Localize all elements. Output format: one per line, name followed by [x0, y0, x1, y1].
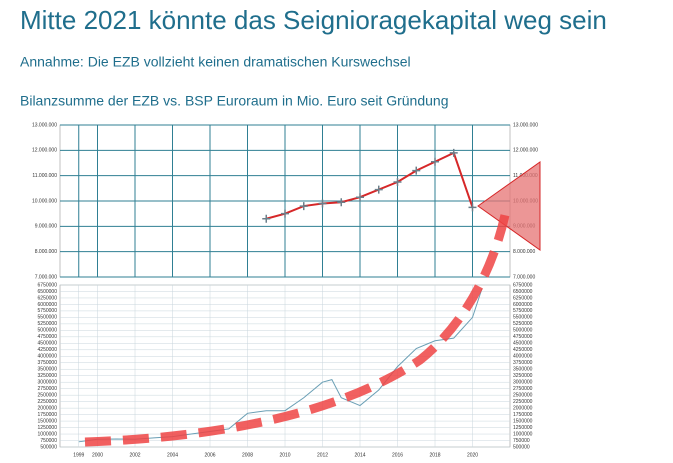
marker — [374, 185, 383, 194]
y2-tick-label: 500000 — [513, 444, 530, 450]
y-tick-label: 750000 — [40, 438, 57, 444]
y-tick-label: 4750000 — [38, 334, 58, 340]
y2-tick-label: 3500000 — [513, 367, 533, 373]
y2-tick-label: 6250000 — [513, 295, 533, 301]
y-tick-label: 10.000.000 — [32, 198, 57, 204]
marker — [468, 203, 477, 212]
y-tick-label: 12.000.000 — [32, 148, 57, 154]
y2-tick-label: 13.000.000 — [513, 122, 538, 128]
x-tick-label: 2010 — [279, 452, 290, 458]
y-tick-label: 9.000.000 — [35, 224, 57, 230]
marker — [299, 202, 308, 211]
slide-subtitle: Annahme: Die EZB vollzieht keinen dramat… — [20, 54, 411, 70]
x-tick-label: 2020 — [467, 452, 478, 458]
projection-cone — [477, 161, 541, 251]
y2-tick-label: 4250000 — [513, 347, 533, 353]
y2-tick-label: 750000 — [513, 438, 530, 444]
x-tick-label: 2006 — [204, 452, 215, 458]
marker — [337, 198, 346, 207]
y2-tick-label: 5250000 — [513, 321, 533, 327]
y2-tick-label: 2500000 — [513, 392, 533, 398]
x-tick-label: 2004 — [167, 452, 178, 458]
marker — [281, 209, 289, 218]
plot: 7.000.000 7.000.000 8.000.000 8.000.000 9.00… — [32, 122, 538, 458]
y2-tick-label: 6500000 — [513, 289, 533, 295]
y-tick-label: 1000000 — [38, 431, 58, 437]
y-tick-label: 7.000.000 — [35, 274, 57, 280]
y-tick-label: 8.000.000 — [35, 249, 57, 255]
y-tick-label: 11.000.000 — [32, 173, 57, 179]
y2-tick-label: 6000000 — [513, 302, 533, 308]
y2-tick-label: 4000000 — [513, 354, 533, 360]
y2-tick-label: 5500000 — [513, 315, 533, 321]
y2-tick-label: 3750000 — [513, 360, 533, 366]
y2-tick-label: 3000000 — [513, 380, 533, 386]
y-tick-label: 6250000 — [38, 295, 58, 301]
y2-tick-label: 12.000.000 — [513, 148, 538, 154]
y2-tick-label: 3250000 — [513, 373, 533, 379]
y-tick-label: 1250000 — [38, 425, 58, 431]
y-tick-label: 4500000 — [38, 341, 58, 347]
y-tick-label: 2250000 — [38, 399, 58, 405]
y2-tick-label: 1000000 — [513, 431, 533, 437]
y-tick-label: 3750000 — [38, 360, 58, 366]
y2-tick-label: 6750000 — [513, 282, 533, 288]
marker — [431, 157, 439, 166]
y-tick-label: 13.000.000 — [32, 122, 57, 128]
x-tick-label: 2014 — [354, 452, 365, 458]
chart-title: Bilanzsumme der EZB vs. BSP Euroraum in … — [20, 93, 448, 109]
x-tick-label: 2012 — [317, 452, 328, 458]
x-tick-label: 2008 — [242, 452, 253, 458]
marker — [393, 178, 402, 186]
projection-curve — [84, 214, 510, 447]
y-tick-label: 1500000 — [38, 418, 58, 424]
x-tick-label: 2000 — [92, 452, 103, 458]
y-tick-label: 6000000 — [38, 302, 58, 308]
y2-tick-label: 5000000 — [513, 328, 533, 334]
y-tick-label: 4000000 — [38, 354, 58, 360]
y2-tick-label: 7.000.000 — [513, 274, 535, 280]
y2-tick-label: 2000000 — [513, 405, 533, 411]
x-tick-label: 2018 — [429, 452, 440, 458]
y-tick-label: 500000 — [40, 444, 57, 450]
y-tick-label: 4250000 — [38, 347, 58, 353]
y-tick-label: 3250000 — [38, 373, 58, 379]
y2-tick-label: 2750000 — [513, 386, 533, 392]
y-tick-label: 6750000 — [38, 282, 58, 288]
y-tick-label: 3000000 — [38, 380, 58, 386]
slide-title: Mitte 2021 könnte das Seigniorage­kapita… — [20, 5, 607, 35]
y-tick-label: 5500000 — [38, 315, 58, 321]
y-tick-label: 2750000 — [38, 386, 58, 392]
y-tick-label: 2500000 — [38, 392, 58, 398]
y2-tick-label: 2250000 — [513, 399, 533, 405]
marker — [318, 199, 327, 208]
marker — [449, 148, 458, 157]
y2-tick-label: 1500000 — [513, 418, 533, 424]
x-tick-label: 2016 — [392, 452, 403, 458]
y2-tick-label: 1750000 — [513, 412, 533, 418]
y2-tick-label: 4500000 — [513, 341, 533, 347]
marker — [356, 193, 364, 202]
line — [78, 288, 483, 443]
y-tick-label: 5250000 — [38, 321, 58, 327]
marker — [262, 214, 271, 223]
y2-tick-label: 1250000 — [513, 425, 533, 431]
y-tick-label: 3500000 — [38, 367, 58, 373]
marker — [412, 166, 421, 175]
y-tick-label: 5750000 — [38, 308, 58, 314]
y2-tick-label: 5750000 — [513, 308, 533, 314]
y-tick-label: 6500000 — [38, 289, 58, 295]
y2-tick-label: 8.000.000 — [513, 249, 535, 255]
y2-tick-label: 4750000 — [513, 334, 533, 340]
x-tick-label: 2002 — [129, 452, 140, 458]
line — [265, 151, 474, 220]
x-tick-label: 1999 — [73, 452, 84, 458]
y-tick-label: 2000000 — [38, 405, 58, 411]
y-tick-label: 1750000 — [38, 412, 58, 418]
y-tick-label: 5000000 — [38, 328, 58, 334]
